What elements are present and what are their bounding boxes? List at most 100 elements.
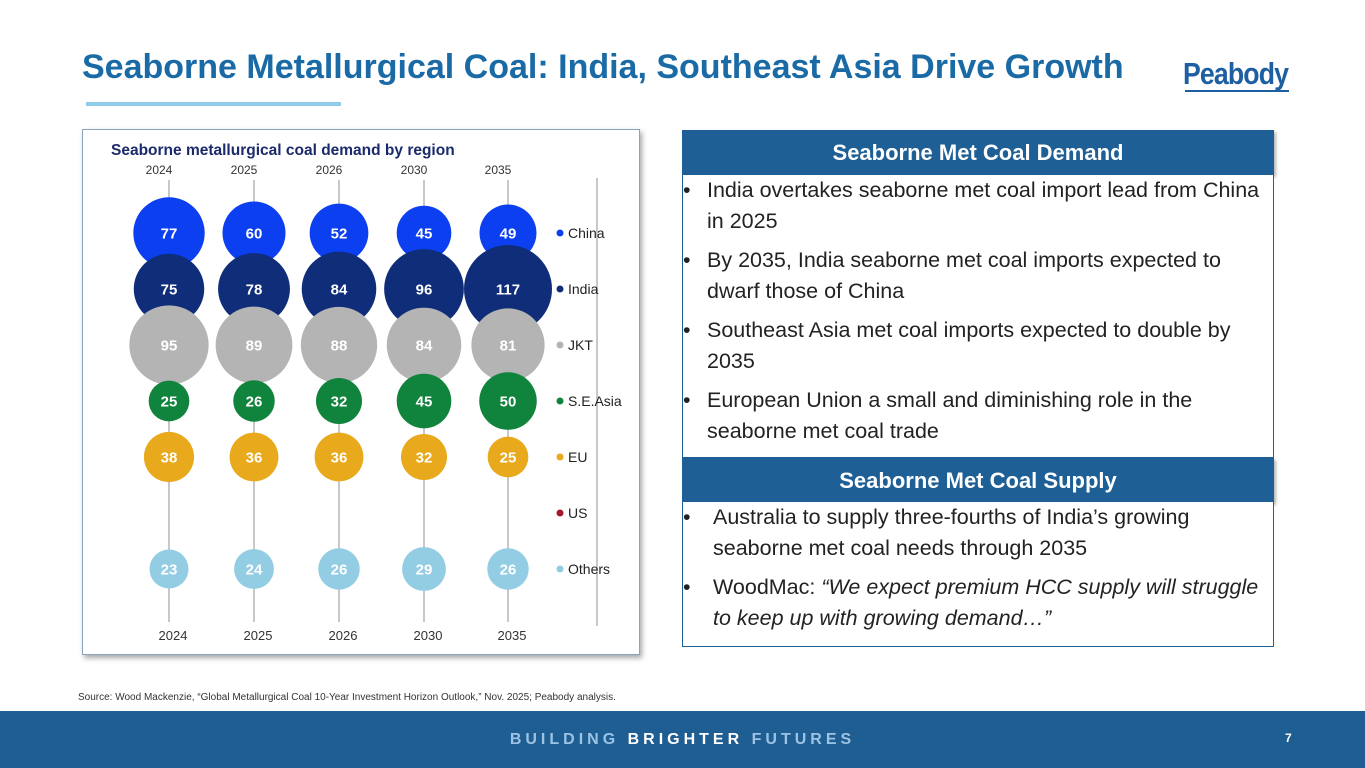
data-bubble — [318, 548, 360, 590]
data-bubble — [148, 380, 190, 422]
bullet-icon: • — [683, 575, 691, 599]
bullet-icon: • — [683, 388, 691, 412]
footer-word-brighter: BRIGHTER — [627, 731, 744, 748]
bullet-icon: • — [683, 318, 691, 342]
data-bubble — [133, 253, 205, 325]
demand-chart: Seaborne metallurgical coal demand by re… — [82, 129, 640, 655]
bubble-value-label: 32 — [416, 450, 433, 467]
page-title: Seaborne Metallurgical Coal: India, Sout… — [82, 48, 1124, 86]
legend-marker — [556, 509, 564, 517]
bubble-value-label: 84 — [331, 282, 348, 299]
data-bubble — [400, 433, 448, 481]
data-bubble — [234, 549, 274, 589]
data-bubble — [301, 251, 377, 327]
source-note: Source: Wood Mackenzie, “Global Metallur… — [78, 692, 616, 703]
footer-bar: BUILDING BRIGHTER FUTURES 7 — [0, 711, 1365, 768]
supply-bullet-prefix: WoodMac: — [713, 575, 822, 599]
data-bubble — [133, 197, 205, 269]
data-bubble — [218, 253, 290, 325]
bullet-icon: • — [683, 505, 691, 529]
bubble-value-label: 88 — [331, 338, 348, 355]
data-bubble — [471, 308, 545, 382]
data-bubble — [464, 245, 552, 333]
legend-label: Others — [568, 561, 610, 577]
data-bubble — [384, 249, 464, 329]
legend-marker — [556, 341, 564, 349]
data-bubble — [314, 432, 364, 482]
bubble-value-label: 26 — [500, 562, 517, 579]
year-label-bottom: 2024 — [159, 628, 188, 643]
demand-bullet-text: European Union a small and diminishing r… — [707, 388, 1193, 443]
bullet-icon: • — [683, 178, 691, 202]
legend-label: India — [568, 281, 599, 297]
bubble-value-label: 25 — [161, 394, 178, 411]
data-bubble — [479, 372, 537, 430]
title-underline — [86, 102, 341, 106]
bubble-value-label: 75 — [161, 282, 178, 299]
bubble-value-label: 60 — [246, 226, 263, 243]
demand-bullet: • Southeast Asia met coal imports expecte… — [683, 315, 1267, 377]
bubble-value-label: 32 — [331, 394, 348, 411]
year-label-bottom: 2030 — [414, 628, 443, 643]
bubble-value-label: 50 — [500, 394, 517, 411]
legend-marker — [556, 229, 564, 237]
data-bubble — [402, 547, 446, 591]
year-label-top: 2035 — [485, 163, 512, 177]
year-label-bottom: 2026 — [329, 628, 358, 643]
supply-bullet-list: • Australia to supply three-fourths of In… — [683, 502, 1263, 634]
data-bubble — [143, 431, 195, 483]
supply-bullet: • WoodMac: “We expect premium HCC supply … — [683, 572, 1263, 634]
data-bubble — [233, 380, 275, 422]
data-bubble — [487, 436, 529, 478]
bubble-value-label: 24 — [246, 562, 263, 579]
data-bubble — [215, 306, 293, 384]
bubble-value-label: 96 — [416, 282, 433, 299]
demand-bullet-text: Southeast Asia met coal imports expected… — [707, 318, 1231, 373]
data-bubble — [479, 204, 537, 262]
year-label-bottom: 2025 — [244, 628, 273, 643]
bubble-value-label: 81 — [500, 338, 517, 355]
logo-underline — [1185, 90, 1289, 92]
year-label-top: 2026 — [316, 163, 343, 177]
bullet-icon: • — [683, 248, 691, 272]
legend-label: US — [568, 505, 587, 521]
year-label-bottom: 2035 — [498, 628, 527, 643]
supply-panel-header: Seaborne Met Coal Supply — [682, 458, 1274, 503]
demand-bullet-text: India overtakes seaborne met coal import… — [707, 178, 1260, 233]
demand-panel: • India overtakes seaborne met coal impor… — [682, 175, 1274, 458]
data-bubble — [386, 307, 462, 383]
supply-panel: • Australia to supply three-fourths of In… — [682, 502, 1274, 647]
data-bubble — [315, 377, 363, 425]
data-bubble — [309, 203, 369, 263]
page-number: 7 — [1285, 731, 1292, 745]
woodmac-quote: “We expect premium HCC supply will strug… — [713, 575, 1259, 630]
bubble-value-label: 36 — [331, 450, 348, 467]
bubble-value-label: 26 — [331, 562, 348, 579]
bubble-value-label: 26 — [246, 394, 263, 411]
bubble-value-label: 89 — [246, 338, 263, 355]
supply-bullet-text: Australia to supply three-fourths of Ind… — [713, 505, 1190, 560]
data-bubble — [300, 306, 378, 384]
bubble-value-label: 29 — [416, 562, 433, 579]
data-bubble — [229, 432, 279, 482]
bubble-value-label: 25 — [500, 450, 517, 467]
bubble-value-label: 95 — [161, 338, 178, 355]
data-bubble — [487, 548, 529, 590]
year-label-top: 2030 — [401, 163, 428, 177]
legend-marker — [556, 285, 564, 293]
bubble-value-label: 36 — [246, 450, 263, 467]
data-bubble — [222, 201, 286, 265]
data-bubble — [396, 373, 452, 429]
demand-bullet: • India overtakes seaborne met coal impor… — [683, 175, 1267, 237]
bubble-value-label: 23 — [161, 562, 178, 579]
bubble-value-label: 77 — [161, 226, 178, 243]
demand-bullet-text: By 2035, India seaborne met coal imports… — [707, 248, 1221, 303]
bubble-value-label: 45 — [416, 226, 433, 243]
legend-label: S.E.Asia — [568, 393, 622, 409]
legend-marker — [556, 453, 564, 461]
footer-word-futures: FUTURES — [751, 731, 856, 748]
footer-tagline: BUILDING BRIGHTER FUTURES — [0, 731, 1365, 749]
legend-label: EU — [568, 449, 587, 465]
bubble-value-label: 84 — [416, 338, 433, 355]
demand-bullet: • European Union a small and diminishing … — [683, 385, 1267, 447]
